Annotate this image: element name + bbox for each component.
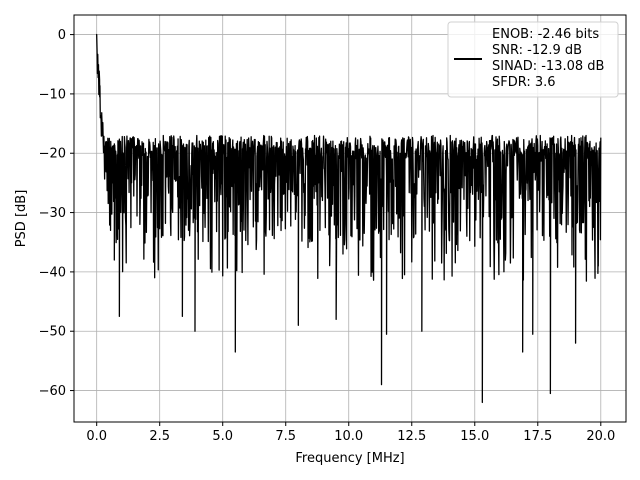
legend-text-snr: SNR: -12.9 dB <box>492 43 582 58</box>
plot-frame <box>73 14 627 423</box>
x-tick-label: 0.0 <box>86 429 107 444</box>
legend-text-sfdr: SFDR: 3.6 <box>492 75 556 90</box>
y-axis: 0 −10 −20 −30 −40 −50 −60 <box>39 28 74 399</box>
y-tick-label: −20 <box>39 147 66 162</box>
x-tick-label: 10.0 <box>334 429 363 444</box>
y-tick-label: −30 <box>39 206 66 221</box>
legend-box <box>447 21 619 98</box>
x-tick-label: 20.0 <box>586 429 615 444</box>
legend-text-enob: ENOB: -2.46 bits <box>492 27 599 42</box>
x-tick-label: 12.5 <box>397 429 426 444</box>
psd-series-line <box>96 33 602 404</box>
x-tick-label: 15.0 <box>460 429 489 444</box>
y-tick-label: −50 <box>39 325 66 340</box>
x-axis: 0.0 2.5 5.0 7.5 10.0 12.5 15.0 17.5 20.0 <box>86 422 615 444</box>
x-tick-label: 5.0 <box>212 429 233 444</box>
y-tick-label: 0 <box>58 28 66 43</box>
legend-text-sinad: SINAD: -13.08 dB <box>492 59 604 74</box>
x-tick-label: 17.5 <box>523 429 552 444</box>
y-tick-label: −40 <box>39 265 66 280</box>
y-tick-label: −60 <box>39 384 66 399</box>
legend: ENOB: -2.46 bits SNR: -12.9 dB SINAD: -1… <box>447 21 619 98</box>
x-tick-label: 7.5 <box>275 429 296 444</box>
y-axis-label: PSD [dB] <box>14 190 29 248</box>
series-layer <box>96 33 602 404</box>
y-tick-label: −10 <box>39 87 66 102</box>
x-axis-label: Frequency [MHz] <box>295 451 404 466</box>
x-tick-label: 2.5 <box>149 429 170 444</box>
